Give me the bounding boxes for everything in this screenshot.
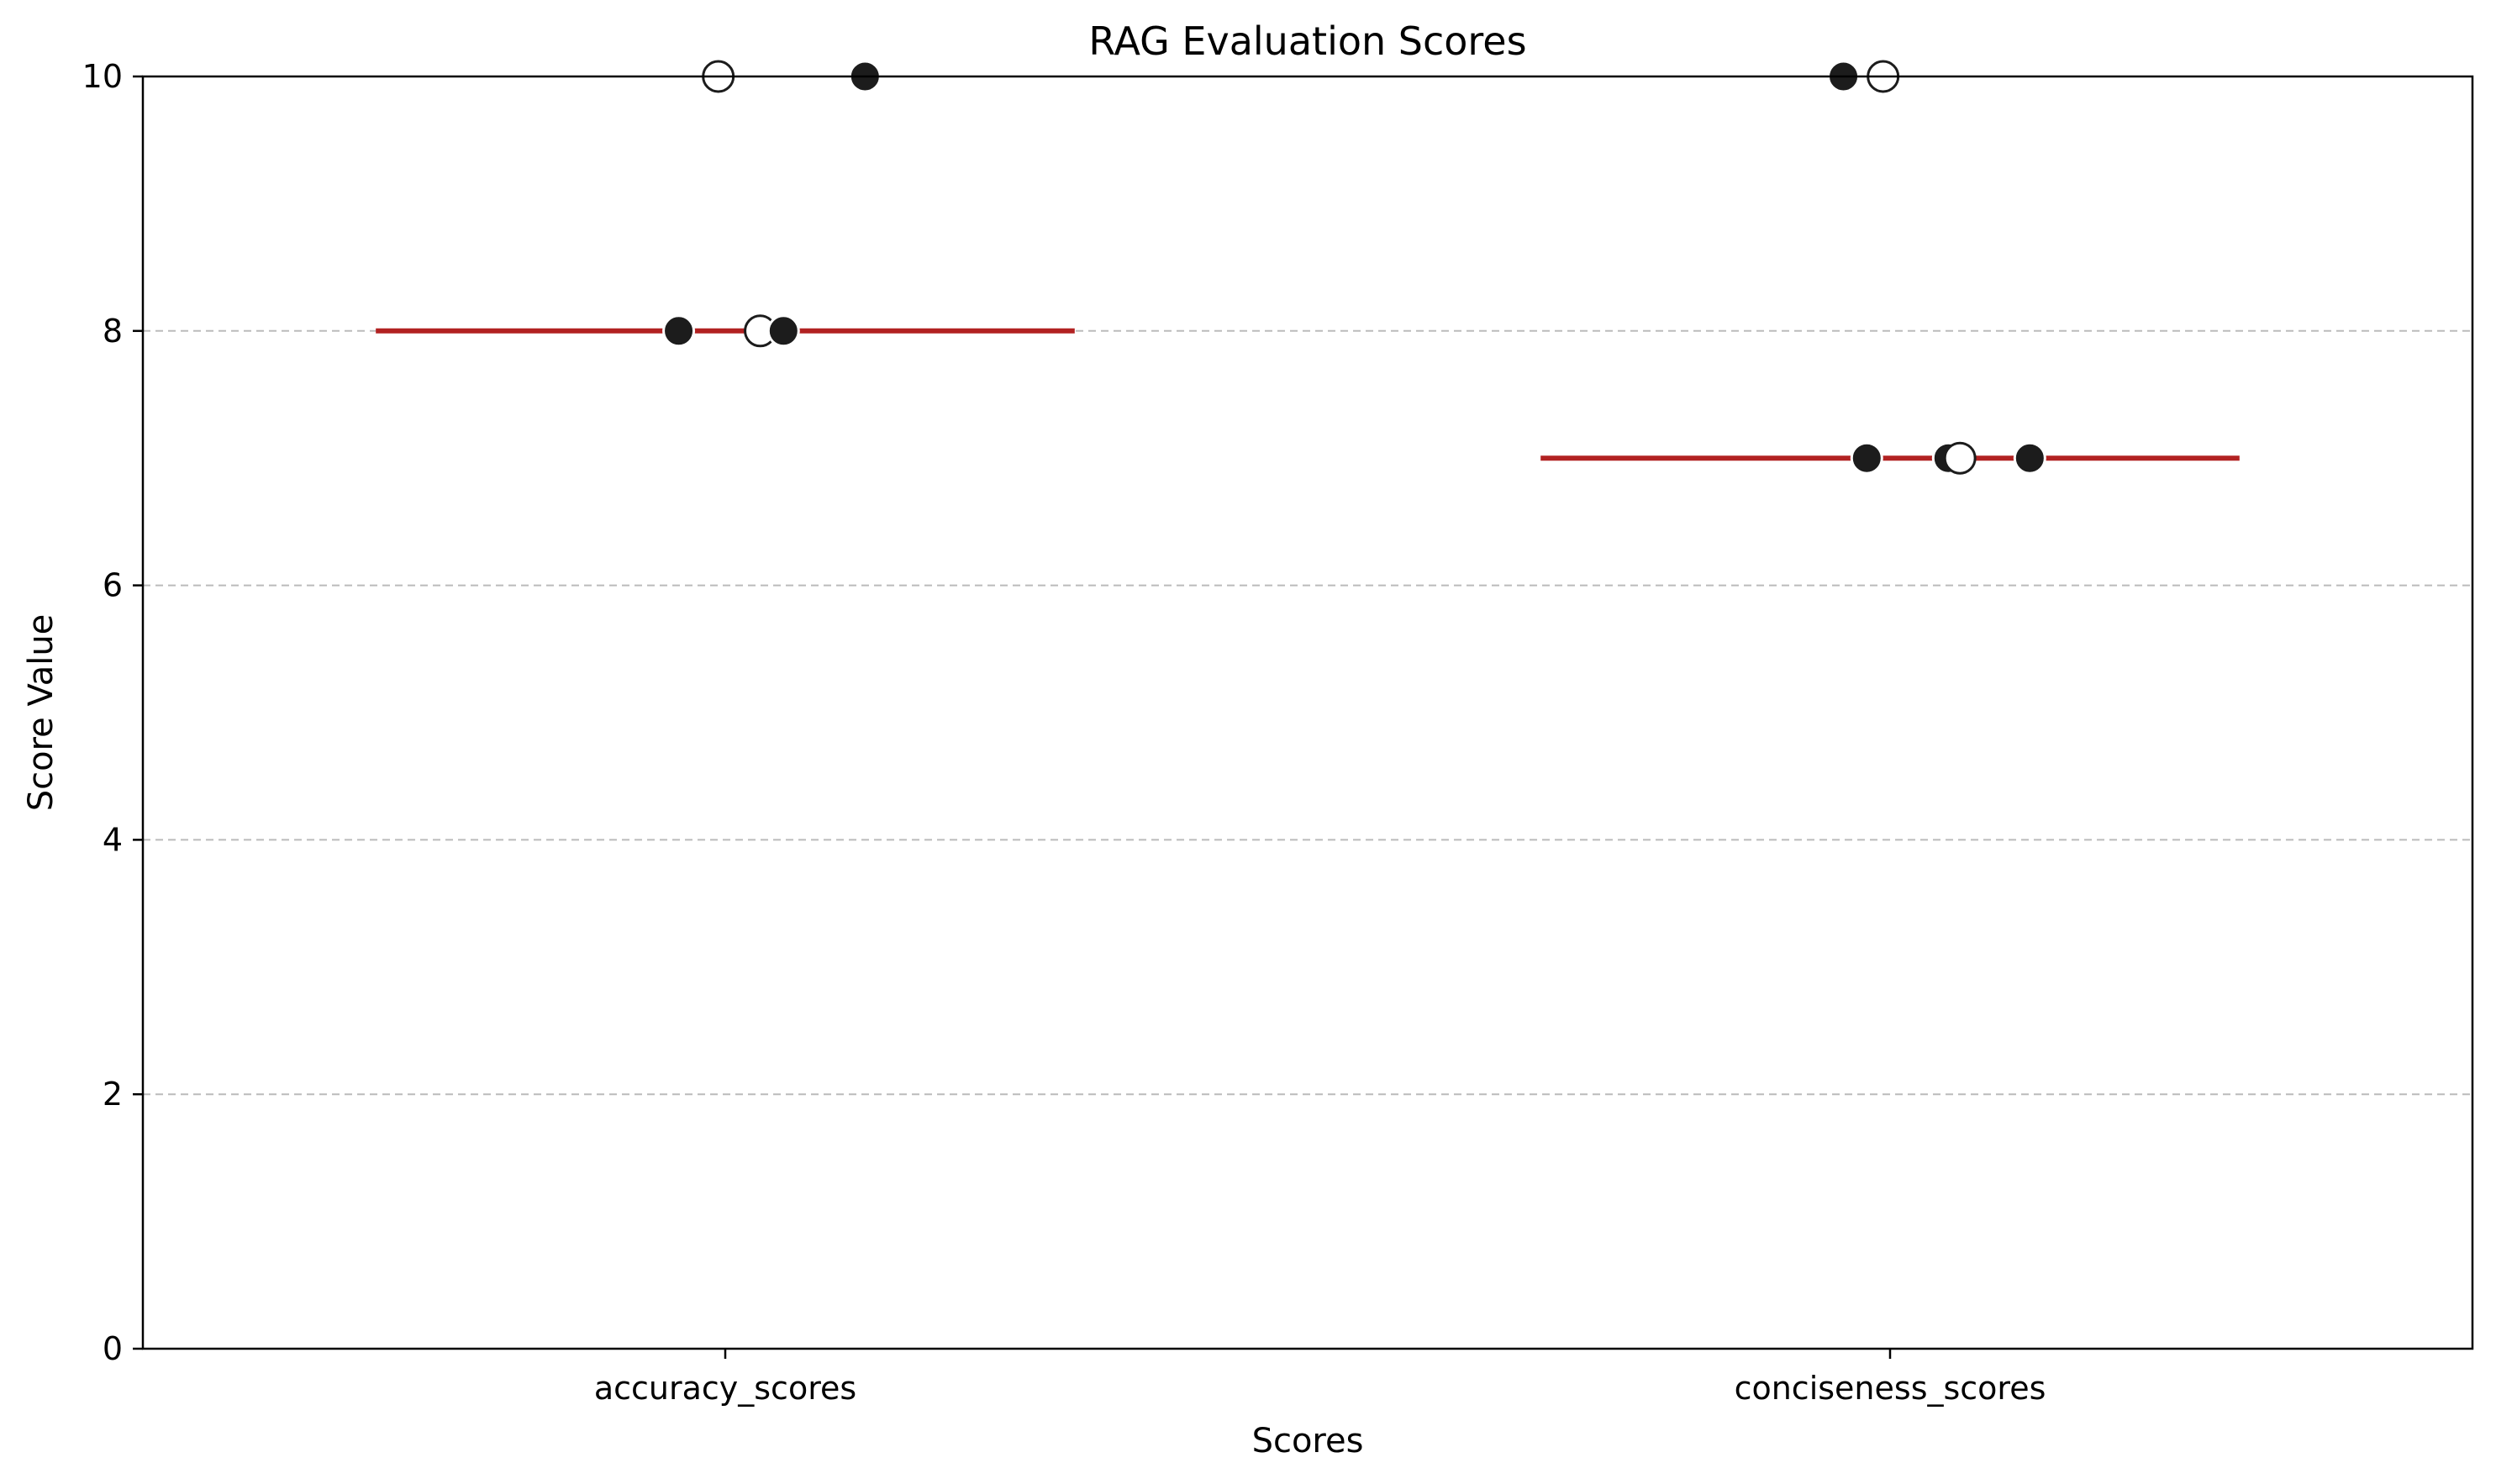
y-axis: 0 2 4 6 8 10: [82, 58, 143, 1367]
y-tick-label: 0: [103, 1330, 123, 1367]
y-tick-label: 8: [103, 313, 123, 350]
chart-title: RAG Evaluation Scores: [1088, 18, 1526, 64]
data-point: [2013, 441, 2046, 475]
x-axis-label: Scores: [1252, 1422, 1364, 1460]
x-tick-label: accuracy_scores: [594, 1370, 856, 1407]
y-tick-label: 4: [103, 821, 123, 858]
data-point: [1850, 441, 1883, 475]
y-tick-label: 2: [103, 1076, 123, 1113]
data-point: [662, 314, 696, 348]
data-point: [766, 314, 800, 348]
data-points: [662, 60, 2046, 475]
plot-frame: [141, 75, 2474, 1350]
data-point: [1943, 441, 1977, 475]
x-axis: accuracy_scores conciseness_scores: [594, 1349, 2046, 1407]
median-lines: [376, 328, 2240, 461]
y-tick-label: 10: [82, 58, 123, 95]
y-tick-label: 6: [103, 567, 123, 604]
x-tick-label: conciseness_scores: [1735, 1370, 2046, 1407]
y-axis-label: Score Value: [22, 614, 61, 812]
grid-lines: [143, 329, 2472, 1096]
